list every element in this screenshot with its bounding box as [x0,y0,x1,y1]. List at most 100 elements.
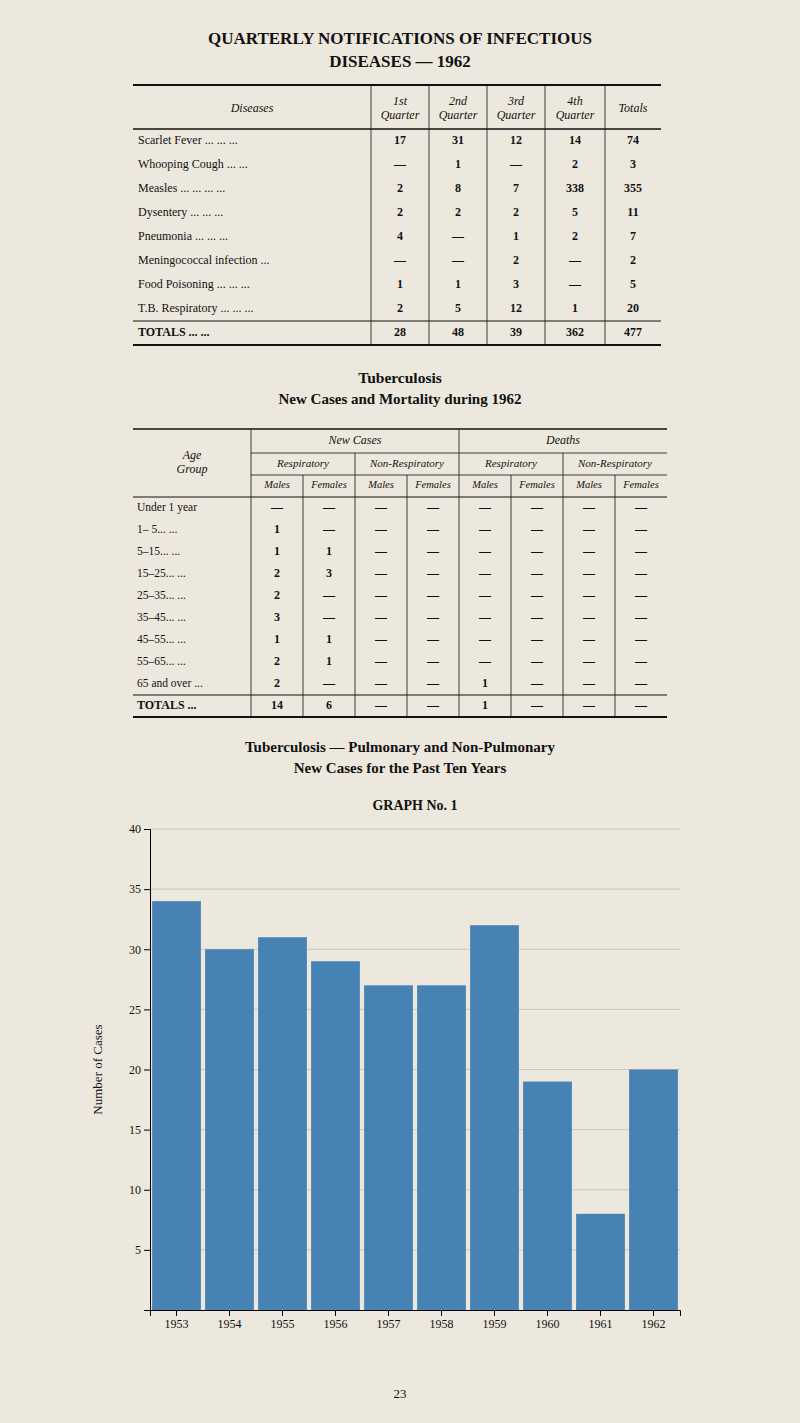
table-cell: — [426,610,440,624]
x-tick: 1961 [589,1310,613,1331]
text-line: Group [177,462,208,476]
table-cell: 14 [569,133,581,147]
table-rule [133,694,667,695]
y-tick: 5 [135,1243,150,1257]
table-cell: — [478,566,492,580]
table-cell: — [634,676,648,690]
table-cell: 2 [397,205,403,219]
subgroup-header: Respiratory [276,457,329,469]
table-cell: 1 [455,157,461,171]
table-cell: — [582,522,596,536]
y-tick-label: 10 [129,1183,141,1197]
bar [417,985,466,1310]
totals-cell: — [426,698,440,712]
table-cell: — [393,253,407,267]
bar [629,1070,678,1311]
y-tick-mark [144,829,150,830]
y-tick-mark [144,1070,150,1071]
table-rule [133,344,661,346]
row-label: Meningococcal infection ... [138,253,270,267]
bars [152,901,678,1310]
x-tick-label: 1955 [271,1317,295,1331]
y-tick-label: 20 [129,1063,141,1077]
text-line: 2nd [449,94,468,108]
totals-cell: — [374,698,388,712]
row-label: Pneumonia ... ... ... [138,229,228,243]
x-tick-mark [600,1310,601,1316]
column-header: 3rdQuarter [497,94,536,122]
row-label: 55–65... ... [137,655,186,667]
x-tick: 1962 [642,1310,666,1331]
text-line: Quarter [556,108,595,122]
table-cell: — [374,522,388,536]
row-label: Whooping Cough ... ... [138,157,248,171]
group-header: New Cases [327,433,381,447]
grid-line [150,889,680,890]
table-subtitle: New Cases and Mortality during 1962 [279,391,522,407]
x-tick-mark [176,1310,177,1316]
x-tick-label: 1953 [165,1317,189,1331]
bar [364,985,413,1310]
bar [258,937,307,1310]
table-cell: 1 [455,277,461,291]
table-rule [133,716,667,718]
x-tick: 1960 [536,1310,560,1331]
table-cell: 12 [510,301,522,315]
table-cell: 2 [397,301,403,315]
column-rule [615,475,616,717]
table-cell: 2 [572,229,578,243]
page: QUARTERLY NOTIFICATIONS OF INFECTIOUSDIS… [0,0,800,1423]
y-tick: 40 [129,822,150,836]
table-cell: 2 [513,205,519,219]
table-cell: 31 [452,133,464,147]
chart-subtitle: New Cases for the Past Ten Years [294,760,507,776]
column-rule [545,85,546,345]
table-cell: 2 [274,588,280,602]
table-cell: — [582,610,596,624]
y-tick: 20 [129,1063,150,1077]
text-line: 1st [393,94,408,108]
column-rule [407,475,408,717]
y-tick-mark [144,1009,150,1010]
column-header: Diseases [230,101,274,115]
table-cell: 3 [630,157,636,171]
table-rule [133,428,667,430]
table-cell: — [426,588,440,602]
column-rule [429,85,430,345]
table-cell: 7 [630,229,636,243]
text-line: Age [182,448,202,462]
table-cell: — [426,522,440,536]
totals-cell: 6 [326,698,332,712]
x-tick-mark [282,1310,283,1316]
x-tick-label: 1959 [483,1317,507,1331]
y-axis: 510152025303540 [129,822,151,1310]
table-cell: — [374,654,388,668]
row-label: 15–25... ... [137,567,186,579]
bar [205,949,254,1310]
x-tick: 1959 [483,1310,507,1331]
x-tick-mark [335,1310,336,1316]
totals-cell: 28 [394,325,406,339]
totals-cell: 48 [452,325,464,339]
column-header: Males [367,479,394,490]
table-cell: — [374,610,388,624]
y-axis-line [144,830,151,1311]
table-cell: 11 [627,205,638,219]
row-label: Food Poisoning ... ... ... [138,277,250,291]
table-cell: 1 [513,229,519,243]
table-cell: 2 [513,253,519,267]
column-rule [563,453,564,717]
row-label: Dysentery ... ... ... [138,205,223,219]
x-tick: 1955 [271,1310,295,1331]
column-rule [511,475,512,717]
totals-cell: — [582,698,596,712]
table-notifications: Diseases1stQuarter2ndQuarter3rdQuarter4t… [133,85,661,345]
column-header: 4thQuarter [556,94,595,122]
table-cell: — [374,500,388,514]
table-cell: — [530,654,544,668]
table-cell: — [530,522,544,536]
table-cell: 8 [455,181,461,195]
table-cell: — [634,654,648,668]
table-cell: 3 [513,277,519,291]
table-cell: — [634,500,648,514]
